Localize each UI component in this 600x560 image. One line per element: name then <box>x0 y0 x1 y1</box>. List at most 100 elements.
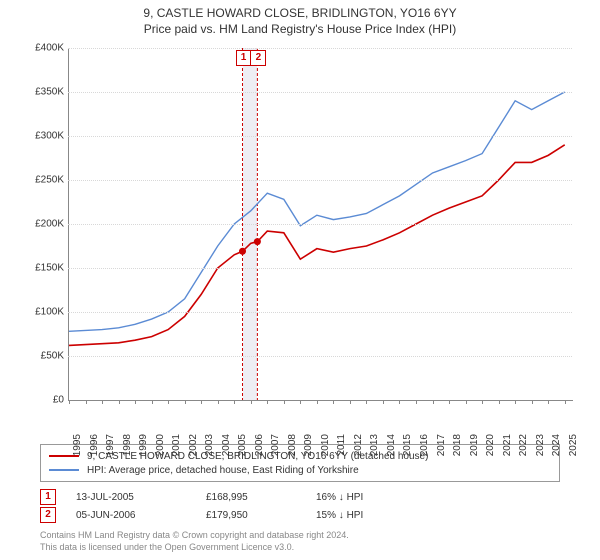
x-tick <box>499 400 500 404</box>
chart: 12 £0 £50K £100K £150K £200K £250K £300K £350K £… <box>20 40 580 440</box>
y-axis-label: £50K <box>41 351 64 362</box>
x-tick <box>482 400 483 404</box>
x-axis-label: 2023 <box>535 434 546 456</box>
x-axis-label: 2006 <box>254 434 265 456</box>
x-axis-label: 2000 <box>155 434 166 456</box>
series-hpi <box>69 92 565 331</box>
gridline <box>68 312 572 313</box>
gridline <box>68 224 572 225</box>
marker-label: 2 <box>250 50 266 66</box>
x-tick <box>284 400 285 404</box>
page-title: 9, CASTLE HOWARD CLOSE, BRIDLINGTON, YO1… <box>143 6 456 20</box>
x-tick <box>135 400 136 404</box>
gridline <box>68 48 572 49</box>
x-tick <box>300 400 301 404</box>
y-axis-label: £400K <box>35 43 64 54</box>
x-axis-label: 2013 <box>369 434 380 456</box>
x-axis-label: 2003 <box>204 434 215 456</box>
legend-swatch <box>49 469 79 471</box>
footer: Contains HM Land Registry data © Crown c… <box>40 530 560 553</box>
row-marker: 2 <box>40 507 56 523</box>
legend-item: HPI: Average price, detached house, East… <box>49 463 551 477</box>
row-diff: 16% ↓ HPI <box>316 492 416 503</box>
x-axis-label: 1999 <box>138 434 149 456</box>
x-tick <box>416 400 417 404</box>
x-axis-label: 2012 <box>353 434 364 456</box>
x-tick <box>152 400 153 404</box>
x-tick <box>333 400 334 404</box>
y-axis-label: £250K <box>35 175 64 186</box>
x-axis-label: 2022 <box>518 434 529 456</box>
x-tick <box>449 400 450 404</box>
x-tick <box>86 400 87 404</box>
x-tick <box>218 400 219 404</box>
x-axis-label: 2021 <box>502 434 513 456</box>
x-tick <box>119 400 120 404</box>
x-tick <box>234 400 235 404</box>
footer-line-2: This data is licensed under the Open Gov… <box>40 542 560 554</box>
x-tick <box>350 400 351 404</box>
x-tick <box>399 400 400 404</box>
y-axis-label: £100K <box>35 307 64 318</box>
x-tick <box>168 400 169 404</box>
x-axis-label: 2025 <box>568 434 579 456</box>
x-axis-label: 1995 <box>72 434 83 456</box>
legend-label: HPI: Average price, detached house, East… <box>87 465 359 476</box>
x-tick <box>466 400 467 404</box>
table-row: 2 05-JUN-2006£179,95015% ↓ HPI <box>40 506 560 524</box>
x-axis-label: 2002 <box>188 434 199 456</box>
x-tick <box>548 400 549 404</box>
x-tick <box>251 400 252 404</box>
x-axis-label: 2009 <box>303 434 314 456</box>
footer-line-1: Contains HM Land Registry data © Crown c… <box>40 530 560 542</box>
x-tick <box>532 400 533 404</box>
row-marker: 1 <box>40 489 56 505</box>
row-diff: 15% ↓ HPI <box>316 510 416 521</box>
x-axis-label: 1998 <box>122 434 133 456</box>
x-tick <box>267 400 268 404</box>
x-axis-label: 2005 <box>237 434 248 456</box>
x-axis-label: 2011 <box>336 434 347 456</box>
x-axis-label: 2018 <box>452 434 463 456</box>
legend: 9, CASTLE HOWARD CLOSE, BRIDLINGTON, YO1… <box>40 444 560 482</box>
x-axis-label: 2001 <box>171 434 182 456</box>
row-price: £179,950 <box>206 510 316 521</box>
x-axis-label: 2017 <box>436 434 447 456</box>
x-axis-label: 2019 <box>469 434 480 456</box>
y-axis-label: £350K <box>35 87 64 98</box>
series-price_paid <box>69 145 565 346</box>
row-date: 05-JUN-2006 <box>76 510 206 521</box>
y-axis-label: £150K <box>35 263 64 274</box>
row-price: £168,995 <box>206 492 316 503</box>
gridline <box>68 268 572 269</box>
x-axis-label: 2024 <box>551 434 562 456</box>
x-axis-label: 2020 <box>485 434 496 456</box>
x-tick <box>201 400 202 404</box>
x-tick <box>565 400 566 404</box>
table-row: 1 13-JUL-2005£168,99516% ↓ HPI <box>40 488 560 506</box>
page-subtitle: Price paid vs. HM Land Registry's House … <box>144 22 456 36</box>
gridline <box>68 180 572 181</box>
x-axis-label: 1997 <box>105 434 116 456</box>
row-date: 13-JUL-2005 <box>76 492 206 503</box>
y-axis-label: £200K <box>35 219 64 230</box>
x-tick <box>69 400 70 404</box>
transactions-table: 1 13-JUL-2005£168,99516% ↓ HPI 2 05-JUN-200… <box>40 488 560 524</box>
x-tick <box>185 400 186 404</box>
x-tick <box>366 400 367 404</box>
y-axis-label: £300K <box>35 131 64 142</box>
x-tick <box>317 400 318 404</box>
gridline <box>68 356 572 357</box>
x-tick <box>433 400 434 404</box>
x-axis-label: 1996 <box>89 434 100 456</box>
x-axis-label: 2014 <box>386 434 397 456</box>
x-tick <box>515 400 516 404</box>
marker-label: 1 <box>236 50 252 66</box>
x-tick <box>383 400 384 404</box>
x-axis-label: 2010 <box>320 434 331 456</box>
gridline <box>68 92 572 93</box>
y-axis-label: £0 <box>53 395 64 406</box>
x-tick <box>102 400 103 404</box>
x-axis-label: 2008 <box>287 434 298 456</box>
x-axis-label: 2007 <box>270 434 281 456</box>
